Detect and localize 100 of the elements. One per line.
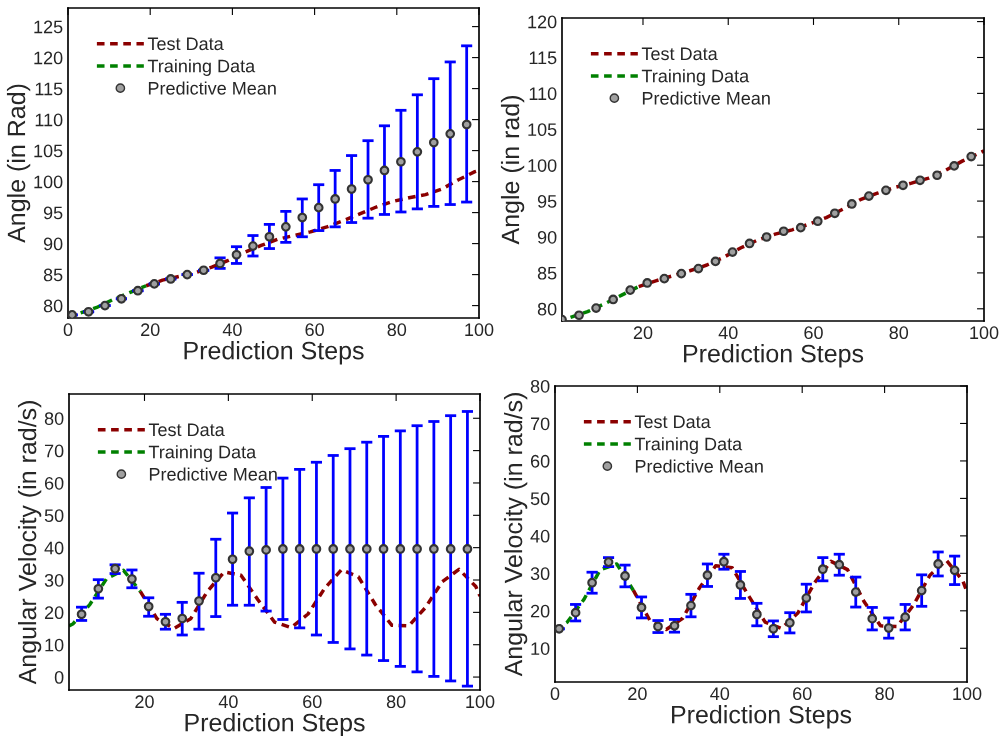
y-tick-label: 100 [528,159,557,172]
point [412,146,423,157]
point [966,151,977,162]
y-axis-title: Angle (in Rad) [6,84,31,243]
x-tick-label: 80 [889,326,909,340]
point [445,129,456,139]
point [847,199,857,209]
y-tick-label: 40 [530,529,550,543]
point [608,294,619,305]
legend-label: Training Data [634,437,743,454]
point [883,623,894,633]
point [378,544,389,554]
point [278,544,288,554]
line-series [631,558,967,632]
point [462,544,473,554]
y-tick-label: 80 [44,412,64,425]
y-tick-label: 30 [530,567,550,581]
x-tick-label: 60 [793,687,812,701]
point [100,300,110,311]
x-tick-label: 40 [222,323,242,337]
point [346,184,357,194]
point [850,587,861,597]
point [160,616,171,627]
x-tick-label: 20 [141,323,160,337]
point [363,174,373,185]
y-tick-label: 20 [44,606,64,620]
y-tick-label: 85 [43,268,63,282]
point [445,544,456,554]
x-tick-label: 80 [386,695,406,709]
x-tick-label: 60 [305,323,324,337]
y-tick-label: 85 [537,266,557,280]
y-tick-label: 100 [34,175,63,189]
point [693,263,704,274]
y-tick-label: 60 [44,476,64,490]
point [93,583,104,594]
point [591,303,601,313]
point [864,191,874,201]
point [710,256,721,267]
point [727,247,738,257]
y-tick-label: 30 [44,573,64,587]
point [210,572,221,583]
y-tick-label: 70 [44,444,64,458]
point [361,544,372,554]
x-tick-label: 100 [466,695,495,709]
y-tick-label: 0 [54,670,64,684]
point [76,609,87,620]
point [817,564,828,575]
point [248,241,258,251]
point [933,559,944,569]
point [396,156,406,167]
y-tick-label: 120 [528,15,557,29]
legend-label: Training Data [147,59,256,76]
x-tick-label: 40 [710,687,730,701]
point [949,565,960,576]
point [379,165,390,176]
point [328,544,339,554]
line-series [138,567,480,631]
point [768,623,779,634]
x-tick-label: 80 [387,323,407,337]
y-tick-label: 95 [43,206,63,220]
point [834,559,845,570]
y-tick-label: 80 [530,379,550,393]
legend-label: Predictive Mean [642,91,770,105]
line-series [69,568,143,628]
y-tick-label: 90 [537,230,557,244]
point [659,273,670,284]
point [280,222,291,232]
point [116,293,127,304]
x-tick-label: 60 [303,695,322,709]
point [83,306,94,317]
point [636,602,647,613]
y-tick-label: 95 [537,195,557,208]
y-tick-label: 70 [530,417,550,431]
y-tick-label: 115 [35,82,63,96]
point [949,161,960,171]
x-tick-label: 20 [135,695,154,709]
legend-label: Predictive Mean [635,459,763,473]
point [570,607,581,618]
x-axis-title: Prediction Steps [184,341,364,365]
point [784,617,795,628]
point [461,119,472,130]
x-tick-label: 60 [804,326,823,340]
point [294,544,305,554]
point [735,580,746,590]
point [313,202,324,213]
point [574,310,584,321]
point [881,185,891,196]
y-tick-label: 110 [35,113,63,127]
y-tick-label: 125 [34,20,63,34]
y-tick-label: 120 [34,51,63,65]
line-series [568,284,641,320]
point [898,180,908,191]
point [143,601,154,612]
point [244,546,255,557]
x-axis-title: Prediction Steps [185,713,365,736]
point [676,268,687,279]
y-tick-label: 60 [530,454,550,468]
point [227,554,238,565]
x-axis-title: Prediction Steps [672,705,852,729]
point [311,544,322,554]
